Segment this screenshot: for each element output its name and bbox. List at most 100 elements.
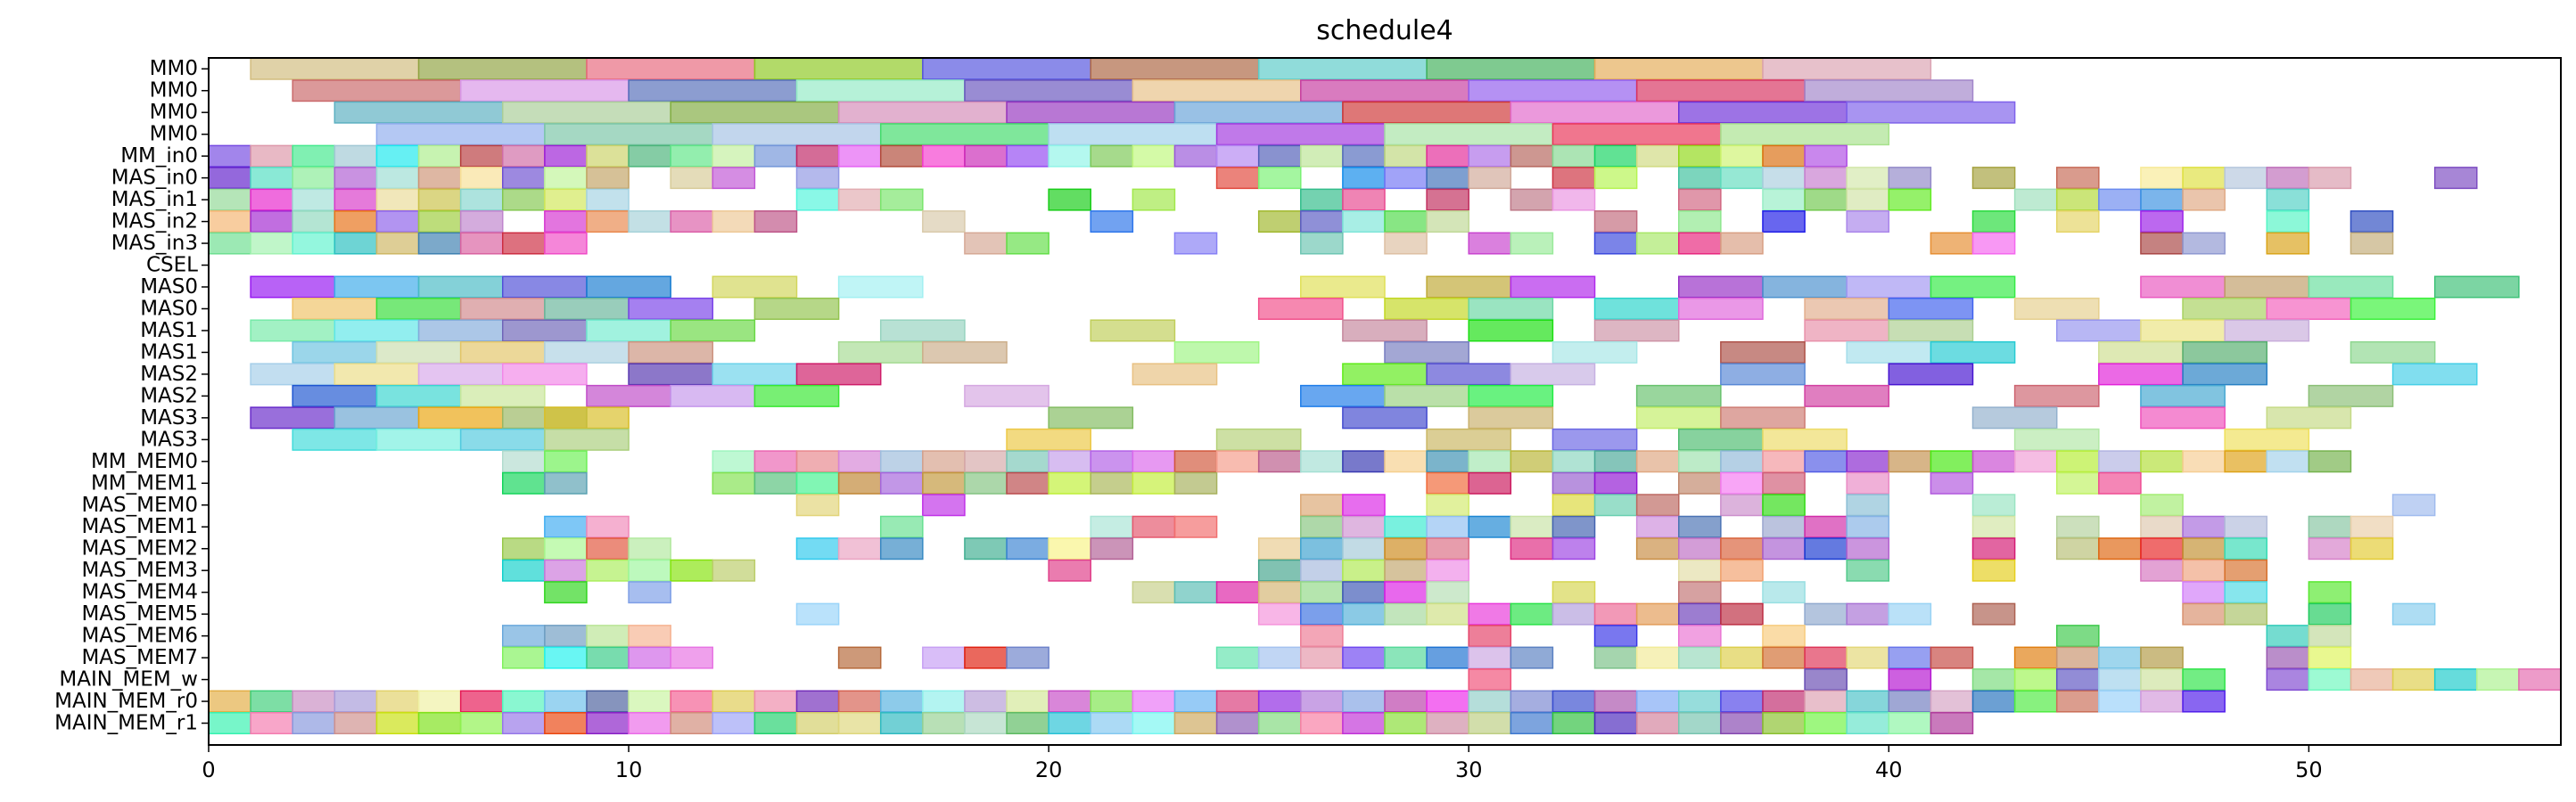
task-bar [2098,471,2142,495]
task-bar [417,210,462,233]
task-bar [2182,232,2226,255]
task-bar [1593,144,1638,168]
task-bar [2013,188,2058,211]
task-bar [1678,428,1764,451]
task-bar [1635,232,1680,255]
task-bar [375,690,420,713]
task-bar [502,232,546,255]
task-bar [1762,450,1806,473]
task-bar [586,57,756,80]
task-bar [2013,668,2058,692]
task-bars [208,57,2562,735]
task-bar [544,123,714,146]
task-bar [586,559,630,582]
task-bar [2308,625,2352,648]
task-bar [1720,646,1764,669]
task-bar [1342,406,1428,430]
task-bar [964,384,1049,407]
task-bar [459,188,504,211]
task-bar [544,297,630,320]
task-bar [1720,712,1764,735]
task-bar [459,79,630,102]
task-bar [1173,712,1218,735]
task-bar [1804,668,1848,692]
task-bar [1300,494,1344,517]
task-bar [1215,581,1260,604]
task-bar [1342,581,1386,604]
task-bar [1720,471,1764,495]
task-bar [1888,188,1932,211]
task-bar [628,340,714,364]
task-bar [670,690,714,713]
task-bar [1888,690,1932,713]
task-bar [1678,167,1722,190]
task-bar [1551,340,1638,364]
task-bar [712,210,756,233]
task-bar [2308,384,2394,407]
task-bar [375,232,420,255]
task-bar [586,167,630,190]
task-bar [1426,646,1469,669]
y-tick-label: MAS0 [140,297,198,320]
task-bar [1551,428,1638,451]
task-bar [586,646,630,669]
task-bar [628,79,798,102]
task-bar [1846,646,1890,669]
task-bar [1804,537,1848,561]
task-bar [1551,167,1596,190]
task-bar [1090,210,1134,233]
task-bar [1593,690,1638,713]
task-bar [250,712,293,735]
task-bar [1300,602,1344,626]
task-bar [1635,384,1722,407]
task-bar [1720,123,1890,146]
task-bar [2182,537,2226,561]
task-bar [2308,275,2394,299]
task-bar [250,210,293,233]
task-bar [292,79,462,102]
task-bar [1510,712,1554,735]
task-bar [502,188,546,211]
task-bar [250,144,293,168]
task-bar [250,690,293,713]
task-bar [1971,406,2058,430]
task-bar [502,275,588,299]
task-bar [2350,537,2394,561]
task-bar [2055,690,2100,713]
task-bar [1342,602,1386,626]
task-bar [1678,515,1722,538]
task-bar [1678,690,1722,713]
task-bar [208,712,251,735]
task-bar [208,690,251,713]
task-bar [1090,537,1134,561]
task-bar [1257,144,1302,168]
y-tick-label: MAS_in3 [111,232,198,255]
task-bar [2308,646,2352,669]
task-bar [1048,690,1091,713]
task-bar [586,690,630,713]
task-bar [586,275,671,299]
task-bar [1635,646,1680,669]
task-bar [2140,384,2226,407]
task-bar [879,144,924,168]
task-bar [1342,319,1428,342]
task-bar [2140,275,2226,299]
task-bar [1762,537,1806,561]
task-bar [1762,690,1806,713]
task-bar [2055,319,2142,342]
task-bar [2140,232,2184,255]
task-bar [795,79,966,102]
task-bar [1720,450,1764,473]
task-bar [1510,690,1554,713]
task-bar [459,210,504,233]
task-bar [1132,581,1176,604]
task-bar [1846,712,1890,735]
task-bar [1300,384,1386,407]
task-bar [795,537,840,561]
task-bar [1930,340,2016,364]
y-tick-label: MAS_MEM3 [81,559,198,582]
task-bar [670,384,756,407]
task-bar [502,625,546,648]
task-bar [2224,167,2267,190]
task-bar [1132,471,1176,495]
